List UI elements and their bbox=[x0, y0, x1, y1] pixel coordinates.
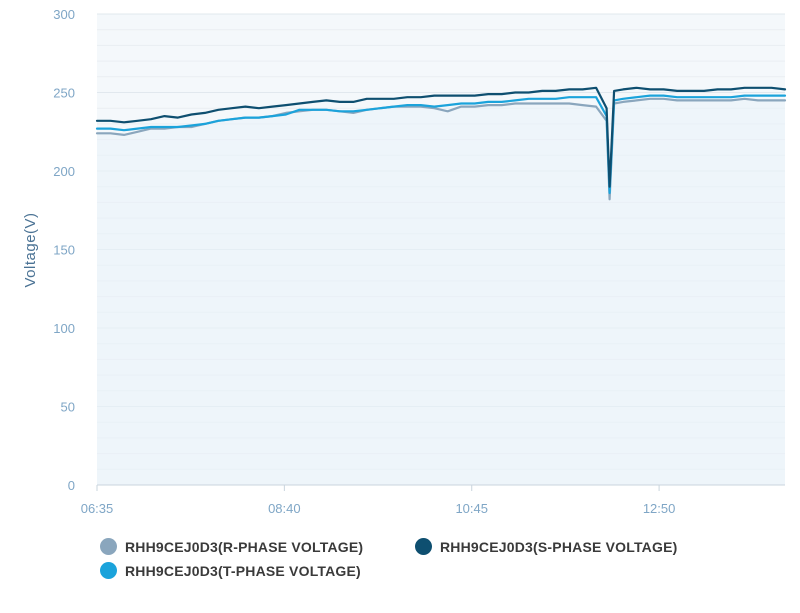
x-tick-label: 08:40 bbox=[268, 501, 301, 516]
x-tick-label: 12:50 bbox=[643, 501, 676, 516]
legend-label-s-phase: RHH9CEJ0D3(S-PHASE VOLTAGE) bbox=[440, 538, 678, 555]
y-axis-label: Voltage(V) bbox=[22, 212, 39, 287]
legend-item-r-phase[interactable]: RHH9CEJ0D3(R-PHASE VOLTAGE) bbox=[100, 538, 363, 555]
y-tick-label: 200 bbox=[53, 164, 75, 179]
y-tick-label: 0 bbox=[68, 478, 75, 493]
legend-marker-r-phase bbox=[100, 538, 117, 555]
y-tick-label: 150 bbox=[53, 243, 75, 258]
legend-item-s-phase[interactable]: RHH9CEJ0D3(S-PHASE VOLTAGE) bbox=[415, 538, 677, 555]
legend-item-t-phase[interactable]: RHH9CEJ0D3(T-PHASE VOLTAGE) bbox=[100, 562, 361, 579]
legend-marker-t-phase bbox=[100, 562, 117, 579]
legend-marker-s-phase bbox=[415, 538, 432, 555]
legend-label-r-phase: RHH9CEJ0D3(R-PHASE VOLTAGE) bbox=[125, 538, 364, 555]
series-line-s-phase bbox=[95, 86, 787, 188]
series-area bbox=[97, 98, 785, 486]
y-tick-label: 50 bbox=[61, 400, 75, 415]
series-line-t-phase bbox=[95, 94, 787, 195]
y-tick-label: 100 bbox=[53, 321, 75, 336]
y-tick-label: 250 bbox=[53, 86, 75, 101]
y-tick-label: 300 bbox=[53, 7, 75, 22]
x-tick-label: 06:35 bbox=[81, 501, 114, 516]
x-tick-label: 10:45 bbox=[455, 501, 488, 516]
legend-label-t-phase: RHH9CEJ0D3(T-PHASE VOLTAGE) bbox=[125, 562, 361, 579]
